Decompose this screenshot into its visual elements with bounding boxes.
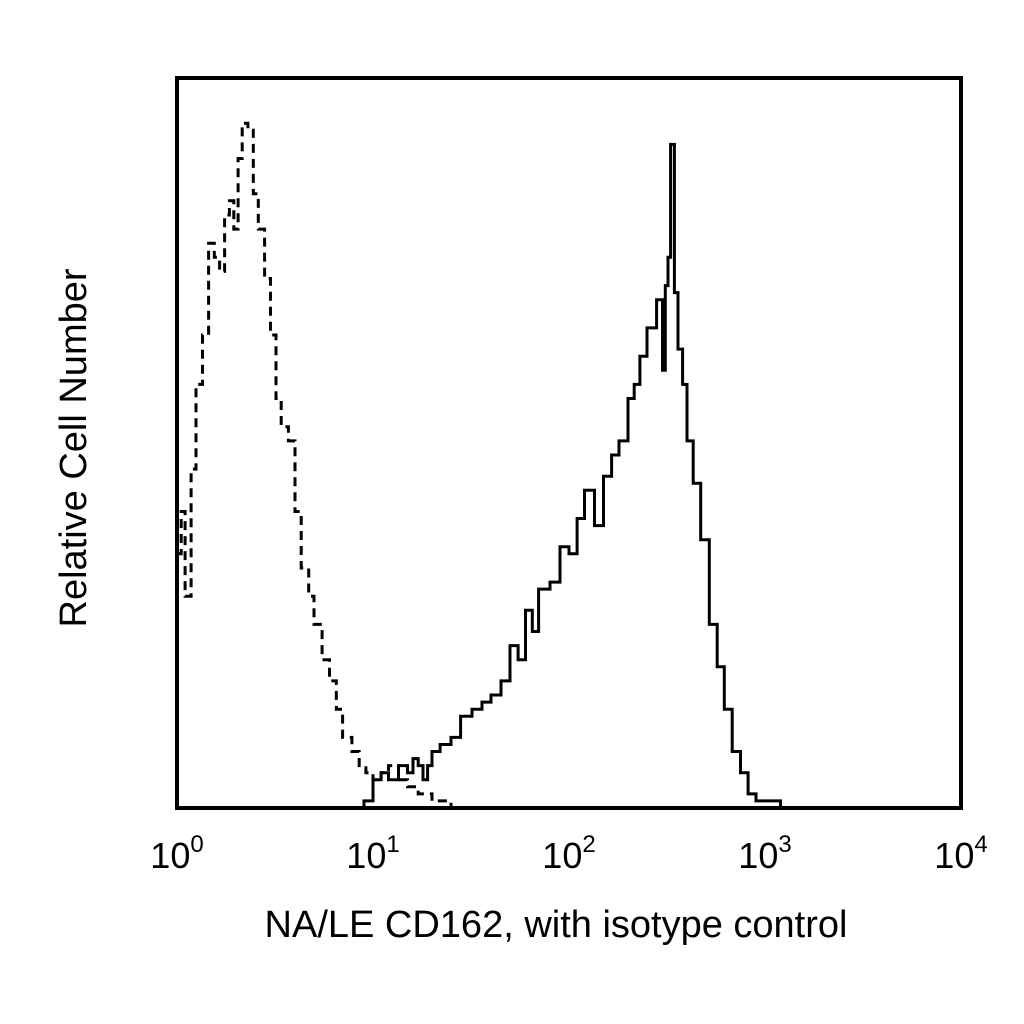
- x-tick-labels: 100 101 102 103 104: [150, 831, 987, 876]
- x-tick-label: 102: [542, 831, 595, 876]
- x-tick-label: 103: [738, 831, 791, 876]
- x-tick-label: 100: [150, 831, 203, 876]
- series-layer: [177, 121, 800, 810]
- x-tick-label: 104: [934, 831, 987, 876]
- x-tick-label: 101: [346, 831, 399, 876]
- x-axis-label: NA/LE CD162, with isotype control: [265, 904, 848, 946]
- histogram-series-solid: [314, 142, 800, 810]
- plot-frame: [175, 76, 963, 810]
- histogram-series-dashed: [177, 121, 800, 810]
- y-axis-label: Relative Cell Number: [53, 268, 95, 627]
